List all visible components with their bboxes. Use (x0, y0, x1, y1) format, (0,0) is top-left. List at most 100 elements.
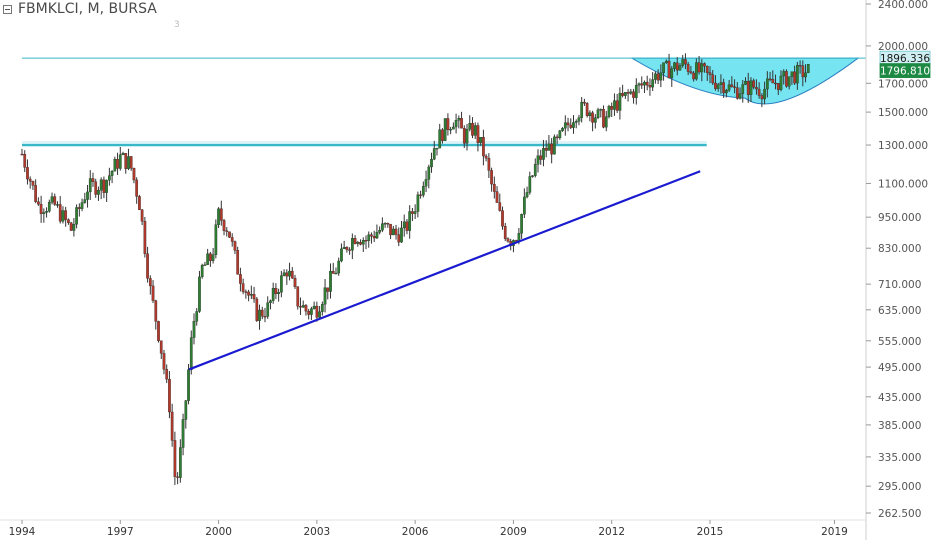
candle-body (206, 253, 210, 265)
candle-body (348, 249, 351, 251)
y-tick-label: 1300.000 (878, 140, 928, 152)
candle-body (604, 116, 608, 128)
candle-body (776, 83, 780, 90)
candle-body (634, 85, 638, 98)
candle-body (301, 305, 305, 308)
candle-body (531, 175, 534, 177)
y-tick-label: 495.000 (878, 362, 921, 374)
y-tick-label: 710.000 (878, 279, 921, 291)
candle-body (572, 122, 575, 128)
candle-body (72, 224, 76, 231)
candle-body (397, 234, 401, 243)
y-tick-label: 830.000 (878, 243, 921, 255)
candle-body (350, 238, 354, 251)
candle-body (438, 129, 442, 149)
candle-body (471, 123, 474, 136)
symbol-title: FBMKLCI, M, BURSA (18, 1, 157, 17)
candle-body (86, 191, 89, 200)
candle-body (667, 60, 671, 79)
candle-body (56, 204, 59, 206)
candle-body (708, 72, 712, 75)
candle-body (643, 81, 646, 86)
candle-body (697, 62, 701, 73)
candle-body (558, 130, 562, 139)
candle-body (214, 224, 218, 255)
candle-body (91, 178, 95, 182)
candle-body (45, 211, 48, 213)
candle-body (755, 87, 758, 90)
candle-body (88, 178, 92, 193)
candle-body (110, 171, 114, 176)
candle-body (263, 316, 267, 318)
y-tick-label: 295.000 (878, 481, 921, 493)
candle-body (577, 117, 581, 122)
candle-body (77, 207, 81, 209)
candle-body (476, 125, 480, 143)
candle-body (561, 128, 564, 131)
x-tick-label: 2006 (402, 526, 429, 538)
candle-body (34, 185, 38, 202)
candle-body (209, 253, 212, 261)
candle-body (482, 137, 485, 157)
candle-body (244, 291, 248, 293)
candle-body (168, 379, 171, 413)
candle-body (329, 270, 332, 292)
candle-body (258, 309, 261, 321)
candle-body (80, 202, 84, 209)
horizontal-levels (22, 57, 866, 147)
candle-body (200, 265, 204, 278)
candle-body (367, 234, 371, 241)
y-tick-label: 385.000 (878, 420, 921, 432)
candle-body (550, 143, 554, 155)
candle-body (785, 71, 788, 87)
candle-body (694, 62, 698, 80)
candle-body (684, 59, 687, 65)
candle-body (132, 168, 136, 181)
candle-body (782, 71, 786, 77)
candle-body (432, 148, 436, 160)
candle-body (430, 159, 433, 168)
x-tick-label: 2019 (821, 526, 848, 538)
candle-body (69, 222, 73, 231)
candle-body (738, 93, 742, 99)
candle-body (520, 214, 523, 234)
candle-body (408, 211, 412, 231)
x-axis: 1994 1997 2000 2003 2006 2009 2012 2015 2019 (9, 520, 848, 538)
candle-body (323, 287, 327, 305)
candle-body (757, 88, 761, 96)
candle-body (138, 196, 141, 210)
candle-body (318, 311, 321, 318)
candle-body (247, 291, 250, 296)
candle-body (542, 147, 545, 160)
candle-body (307, 310, 311, 315)
candle-body (37, 201, 40, 205)
candle-body (703, 63, 706, 67)
candle-body (610, 106, 614, 110)
candle-body (618, 92, 622, 111)
candle-body (97, 190, 100, 195)
resistance-price-badge: 1896.336 (879, 50, 931, 66)
candle-body (381, 223, 384, 231)
collapse-icon[interactable] (3, 4, 12, 14)
candle-body (337, 260, 341, 274)
y-tick-label: 335.000 (878, 452, 921, 464)
candle-body (296, 286, 300, 307)
candle-body (277, 292, 280, 295)
candle-body (375, 232, 379, 239)
candle-body (615, 100, 619, 111)
candle-body (356, 242, 360, 244)
candle-body (468, 123, 472, 130)
candle-body (443, 118, 447, 141)
candle-body (640, 83, 644, 86)
candle-body (58, 204, 62, 222)
candle-body (602, 109, 605, 128)
candle-body (555, 136, 559, 139)
candle-body (293, 277, 297, 287)
x-tick-label: 2012 (598, 526, 625, 538)
candle-body (692, 72, 695, 80)
candle-body (670, 68, 674, 79)
candle-body (752, 80, 756, 88)
candle-body (637, 83, 641, 86)
candle-body (116, 158, 119, 169)
